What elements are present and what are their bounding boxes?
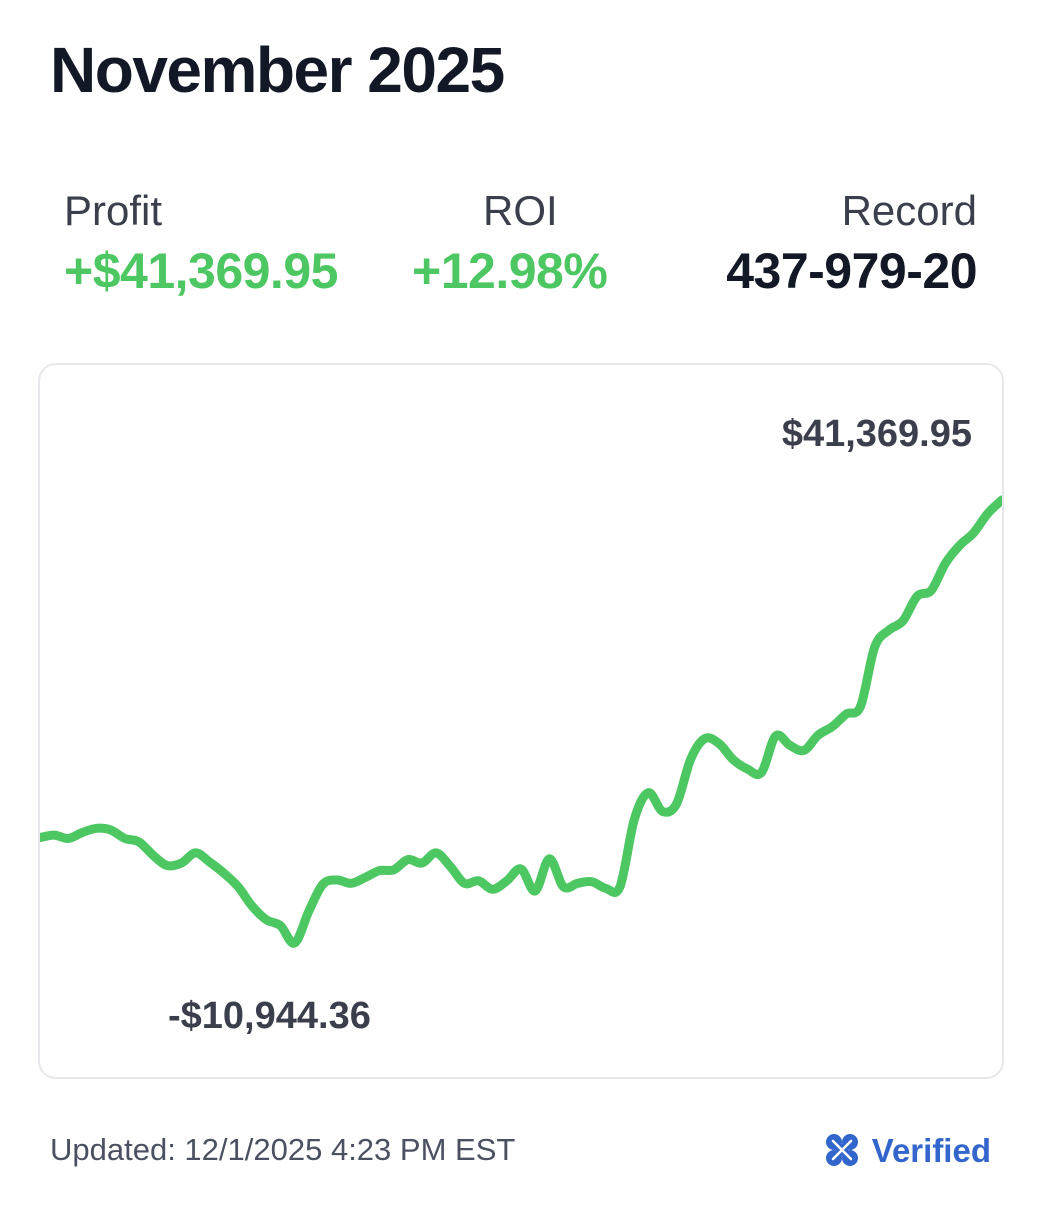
profit-label: Profit	[64, 187, 163, 234]
profit-chart-card: $41,369.95 -$10,944.36	[38, 363, 1004, 1079]
page-title: November 2025	[50, 34, 505, 106]
stats-row: Profit +$41,369.95 ROI +12.98% Record 43…	[0, 0, 1041, 310]
verified-label: Verified	[871, 1131, 991, 1169]
profit-line-chart	[40, 495, 1002, 948]
verified-badge[interactable]: Verified	[822, 1130, 991, 1170]
max-value-label: $41,369.95	[781, 413, 972, 455]
clover-icon	[825, 1134, 858, 1166]
roi-value: +12.98%	[412, 243, 608, 299]
roi-label: ROI	[483, 187, 558, 234]
record-value: 437-979-20	[726, 243, 977, 299]
updated-timestamp: Updated: 12/1/2025 4:23 PM EST	[50, 1132, 516, 1167]
series-line	[40, 495, 1002, 948]
record-label: Record	[841, 187, 977, 234]
min-value-label: -$10,944.36	[168, 995, 371, 1037]
profit-value: +$41,369.95	[64, 243, 338, 299]
